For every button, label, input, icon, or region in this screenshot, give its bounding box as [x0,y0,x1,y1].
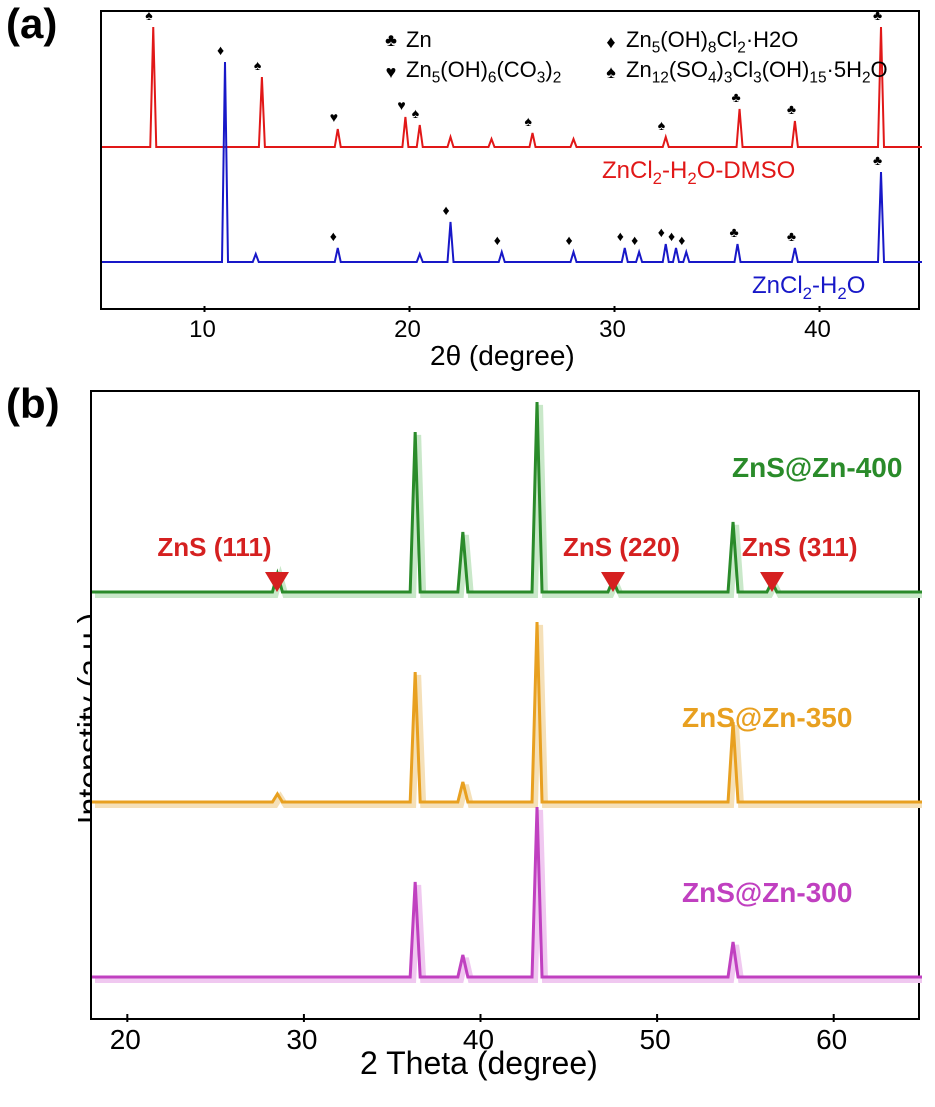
peak-symbol: ♣ [730,224,739,240]
peak-symbol: ♦ [668,228,675,244]
panel-a-x-axis: 2θ (degree) [430,340,575,372]
series-label: ZnS@Zn-300 [682,877,852,909]
panel-a-xtick: 20 [393,316,423,344]
peak-symbol: ♣ [873,7,882,23]
peak-symbol: ♦ [617,228,624,244]
marker-triangle-icon [760,572,784,592]
marker-triangle-icon [601,572,625,592]
panel-a-xtick: 30 [598,316,628,344]
legend-label: Zn [406,27,432,53]
peak-symbol: ♣ [873,152,882,168]
panel-b-label: (b) [6,380,60,428]
panel-b-xtick: 50 [637,1024,673,1056]
panel-b-chart: ZnS@Zn-400 ZnS@Zn-350 ZnS@Zn-300 ZnS (111) Z… [90,390,920,1020]
legend-label: Zn5(OH)6(CO3)2 [406,57,561,87]
peak-symbol: ♦ [658,224,665,240]
peak-symbol: ♥ [397,97,405,113]
legend-symbol: ♦ [602,33,620,51]
legend-symbol: ♥ [382,63,400,81]
peak-symbol: ♥ [330,109,338,125]
legend-item: ♠ Zn12(SO4)3Cl3(OH)15·5H2O [602,57,888,87]
series-label: ZnS@Zn-400 [732,452,902,484]
legend-item: ♣ Zn [382,27,432,53]
peak-symbol: ♦ [330,228,337,244]
panel-b-xtick: 30 [284,1024,320,1056]
peak-symbol: ♦ [566,232,573,248]
legend-label: Zn5(OH)8Cl2·H2O [626,27,798,57]
peak-symbol: ♠ [525,113,532,129]
legend-symbol: ♠ [602,63,620,81]
series-label: ZnCl2-H2O-DMSO [602,157,795,189]
legend-item: ♦ Zn5(OH)8Cl2·H2O [602,27,798,57]
peak-symbol: ♦ [217,42,224,58]
marker-label: ZnS (311) [742,532,858,563]
marker-triangle-icon [265,572,289,592]
peak-symbol: ♠ [412,105,419,121]
panel-a: (a) Intensity (a.u.) ♠♠♥♥♠♠♠♣♣♣ZnCl2-H2O… [0,0,935,380]
panel-a-chart: ♠♠♥♥♠♠♠♣♣♣ZnCl2-H2O-DMSO♦♦♦♦♦♦♦♦♦♦♣♣♣ZnC… [100,10,920,310]
panel-a-xtick: 40 [803,316,833,344]
peak-symbol: ♠ [658,117,665,133]
series-label: ZnCl2-H2O [752,272,865,304]
panel-b: (b) Intenstity (a.u.) ZnS@Zn-400ZnS@Zn-3… [0,380,935,1107]
peak-symbol: ♣ [732,89,741,105]
peak-symbol: ♦ [631,232,638,248]
panel-a-label: (a) [6,0,57,48]
panel-b-xtick: 20 [107,1024,143,1056]
peak-symbol: ♣ [787,228,796,244]
peak-symbol: ♣ [787,101,796,117]
series-label: ZnS@Zn-350 [682,702,852,734]
legend-item: ♥ Zn5(OH)6(CO3)2 [382,57,561,87]
marker-label: ZnS (220) [563,532,680,563]
legend-label: Zn12(SO4)3Cl3(OH)15·5H2O [626,57,888,87]
peak-symbol: ♠ [145,7,152,23]
panel-a-xtick: 10 [188,316,218,344]
marker-label: ZnS (111) [157,532,271,563]
peak-symbol: ♠ [254,57,261,73]
panel-b-xtick: 40 [461,1024,497,1056]
peak-symbol: ♦ [494,232,501,248]
peak-symbol: ♦ [678,232,685,248]
peak-symbol: ♦ [443,202,450,218]
legend-symbol: ♣ [382,31,400,49]
panel-b-xtick: 60 [814,1024,850,1056]
